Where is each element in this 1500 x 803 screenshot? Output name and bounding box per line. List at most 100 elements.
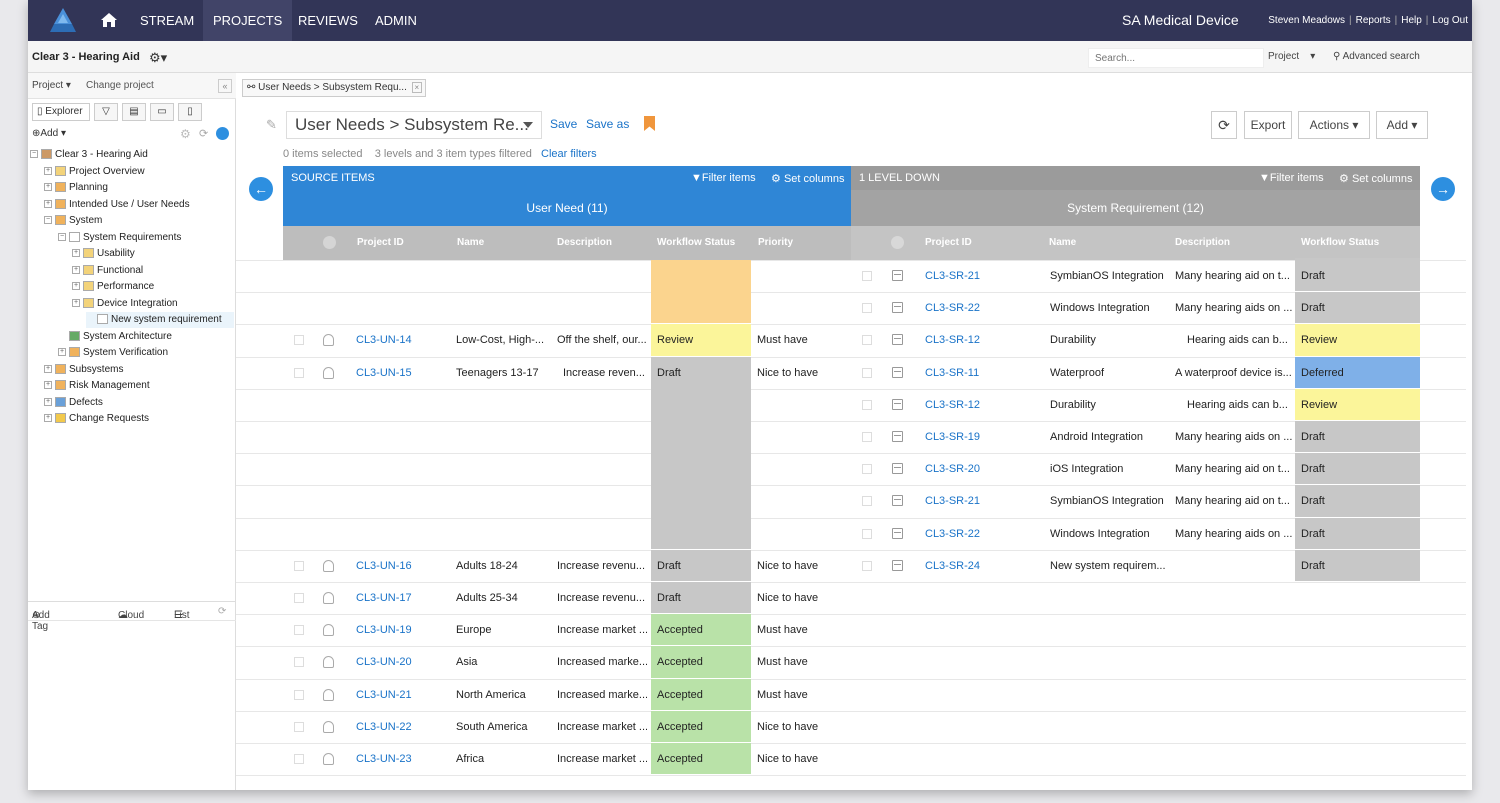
logout-link[interactable]: Log Out	[1432, 15, 1468, 26]
row-checkbox[interactable]	[862, 399, 872, 410]
system-requirement-id-link[interactable]: CL3-SR-19	[925, 431, 981, 443]
project-name[interactable]: Clear 3 - Hearing Aid	[32, 51, 140, 63]
tree-item[interactable]: + Planning	[44, 180, 108, 196]
tree-item[interactable]: + Functional	[72, 263, 143, 279]
refresh-icon[interactable]: ⟳	[199, 128, 209, 140]
project-menu[interactable]: Project ▾	[32, 80, 71, 91]
user-need-id-link[interactable]: CL3-UN-23	[356, 753, 412, 765]
owner-icon[interactable]	[323, 624, 334, 637]
col-description[interactable]: Description	[1175, 237, 1231, 248]
bookmark-icon[interactable]	[644, 116, 655, 131]
col-project-id[interactable]: Project ID	[357, 237, 404, 248]
select-all-icon[interactable]	[891, 236, 904, 249]
system-requirement-id-link[interactable]: CL3-SR-24	[925, 559, 981, 572]
tree-item[interactable]: New system requirement	[86, 312, 234, 328]
search-input[interactable]	[1088, 48, 1264, 68]
export-button[interactable]: Export	[1244, 111, 1292, 139]
col-project-id[interactable]: Project ID	[925, 237, 972, 248]
user-need-id-link[interactable]: CL3-UN-19	[356, 624, 412, 637]
system-requirement-id-link[interactable]: CL3-SR-22	[925, 527, 981, 540]
info-icon[interactable]	[216, 127, 229, 140]
tree-item[interactable]: + System Verification	[58, 345, 168, 361]
user-need-id-link[interactable]: CL3-UN-15	[356, 366, 412, 379]
user-name-link[interactable]: Steven Meadows	[1268, 15, 1345, 26]
tab-explorer[interactable]: ▯ Explorer	[32, 103, 90, 121]
change-project-link[interactable]: Change project	[86, 80, 154, 91]
owner-icon[interactable]	[323, 720, 334, 733]
expand-toggle-icon[interactable]: +	[72, 265, 80, 274]
settings-gear-icon[interactable]: ⚙	[180, 127, 191, 141]
tree-item[interactable]: − System Requirements	[58, 230, 181, 246]
expand-toggle-icon[interactable]: +	[58, 348, 66, 357]
tree-item[interactable]: + Risk Management	[44, 378, 150, 394]
expand-toggle-icon[interactable]: +	[72, 249, 80, 258]
project-settings-gear-icon[interactable]: ⚙▾	[149, 50, 168, 65]
nav-projects[interactable]: PROJECTS	[203, 0, 293, 41]
tree-item[interactable]: System Architecture	[58, 329, 172, 345]
tree-item[interactable]: + Defects	[44, 395, 103, 411]
row-checkbox[interactable]	[294, 367, 304, 378]
row-checkbox[interactable]	[294, 689, 304, 700]
navigate-down-arrow-icon[interactable]: →	[1431, 177, 1455, 201]
tree-item[interactable]: − System	[44, 213, 102, 229]
user-need-id-link[interactable]: CL3-UN-22	[356, 720, 412, 733]
tree-item[interactable]: − Clear 3 - Hearing Aid	[30, 147, 148, 163]
row-checkbox[interactable]	[862, 367, 872, 378]
app-logo-icon[interactable]	[48, 6, 78, 36]
system-requirement-id-link[interactable]: CL3-SR-12	[925, 398, 981, 411]
col-description[interactable]: Description	[557, 237, 613, 248]
collapse-sidebar-icon[interactable]: «	[218, 79, 232, 93]
tree-item[interactable]: + Project Overview	[44, 164, 145, 180]
tree-item[interactable]: + Change Requests	[44, 411, 149, 427]
expand-toggle-icon[interactable]: −	[30, 150, 38, 159]
system-requirement-id-link[interactable]: CL3-SR-21	[925, 270, 981, 282]
tab-filter[interactable]: ▽	[94, 103, 118, 121]
system-requirement-id-link[interactable]: CL3-SR-20	[925, 463, 981, 476]
user-need-id-link[interactable]: CL3-UN-14	[356, 334, 412, 347]
nav-admin[interactable]: ADMIN	[375, 13, 417, 28]
tree-item[interactable]: + Performance	[72, 279, 154, 295]
owner-icon[interactable]	[323, 366, 334, 379]
system-requirement-id-link[interactable]: CL3-SR-11	[925, 366, 980, 379]
expand-toggle-icon[interactable]: +	[44, 414, 52, 423]
expand-toggle-icon[interactable]: +	[44, 199, 52, 208]
row-checkbox[interactable]	[294, 721, 304, 732]
expand-toggle-icon[interactable]: +	[44, 183, 52, 192]
col-priority[interactable]: Priority	[758, 237, 794, 248]
row-checkbox[interactable]	[862, 271, 872, 281]
add-item-button[interactable]: ⊕Add ▾	[32, 128, 66, 139]
owner-icon[interactable]	[323, 559, 334, 572]
actions-button[interactable]: Actions ▾	[1298, 111, 1370, 139]
row-checkbox[interactable]	[862, 335, 872, 346]
tag-refresh-icon[interactable]: ⟳	[218, 606, 227, 617]
owner-icon[interactable]	[323, 688, 334, 701]
expand-toggle-icon[interactable]: +	[44, 364, 52, 373]
down-filter-items-button[interactable]: ▼Filter items	[1259, 172, 1324, 184]
tab-window[interactable]: ▭	[150, 103, 174, 121]
row-checkbox[interactable]	[862, 432, 872, 442]
owner-icon[interactable]	[323, 592, 334, 604]
navigate-up-arrow-icon[interactable]: ←	[249, 177, 273, 201]
view-selector[interactable]: User Needs > Subsystem Re...	[286, 111, 542, 139]
col-name[interactable]: Name	[457, 237, 485, 248]
col-name[interactable]: Name	[1049, 237, 1077, 248]
user-need-id-link[interactable]: CL3-UN-21	[356, 688, 412, 701]
row-checkbox[interactable]	[294, 625, 304, 636]
row-checkbox[interactable]	[862, 528, 872, 539]
advanced-search-link[interactable]: ⚲ Advanced search	[1333, 51, 1420, 62]
search-scope-select[interactable]: Project ▾	[1268, 51, 1316, 62]
help-link[interactable]: Help	[1401, 15, 1422, 26]
row-checkbox[interactable]	[862, 560, 872, 571]
source-set-columns-button[interactable]: ⚙ Set columns	[771, 172, 844, 185]
tree-item[interactable]: + Subsystems	[44, 362, 123, 378]
user-need-id-link[interactable]: CL3-UN-16	[356, 559, 412, 572]
user-need-id-link[interactable]: CL3-UN-20	[356, 656, 412, 669]
col-workflow-status[interactable]: Workflow Status	[1301, 237, 1380, 248]
system-requirement-id-link[interactable]: CL3-SR-22	[925, 302, 981, 315]
close-tab-icon[interactable]: ×	[411, 82, 422, 93]
row-checkbox[interactable]	[294, 593, 304, 603]
document-tab[interactable]: ⚯ User Needs > Subsystem Requ... ×	[242, 79, 426, 97]
nav-stream[interactable]: STREAM	[140, 13, 195, 28]
select-all-icon[interactable]	[323, 236, 336, 249]
clear-filters-link[interactable]: Clear filters	[541, 148, 597, 160]
